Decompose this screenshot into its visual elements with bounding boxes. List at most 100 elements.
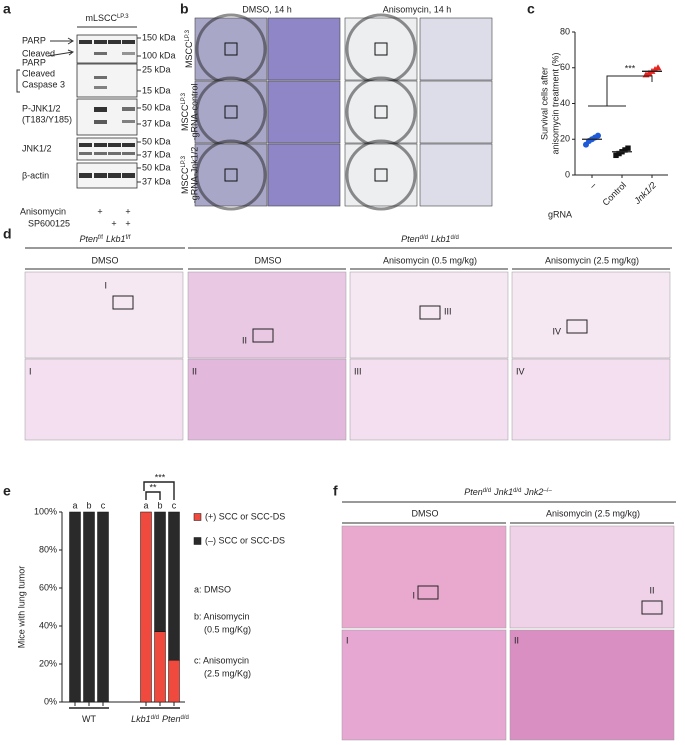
histology-overview bbox=[187, 271, 347, 359]
protein-label: PARP bbox=[22, 57, 46, 67]
data-point bbox=[654, 64, 662, 71]
legend-label: (–) SCC or SCC-DS bbox=[205, 535, 285, 545]
zoom-box bbox=[252, 328, 274, 343]
column-title: DMSO bbox=[255, 255, 282, 265]
significance: *** bbox=[155, 472, 166, 482]
bar-label: b bbox=[157, 500, 162, 510]
panel-label: a bbox=[3, 1, 11, 17]
bar-segment bbox=[97, 511, 109, 703]
bar-segment bbox=[69, 511, 81, 703]
histology-zoom bbox=[349, 358, 509, 441]
histology-overview bbox=[349, 271, 509, 359]
zoom-box bbox=[417, 585, 439, 600]
treatment-mark: + bbox=[125, 218, 130, 228]
marker-label: 150 kDa bbox=[142, 32, 176, 42]
label: Ptend/d Lkb1d/d bbox=[401, 234, 459, 244]
significance-bracket bbox=[143, 481, 175, 500]
column-title: DMSO bbox=[412, 508, 439, 518]
column-title: Anisomycin, 14 h bbox=[383, 4, 452, 14]
data-point bbox=[616, 150, 622, 157]
zoom-box bbox=[224, 168, 238, 182]
label-sup: d/d bbox=[181, 715, 189, 721]
protein-label: P-JNK1/2 bbox=[22, 103, 61, 113]
bar-segment bbox=[83, 511, 95, 703]
key-text: c: Anisomycin bbox=[194, 655, 249, 665]
marker-label: 37 kDa bbox=[142, 149, 171, 159]
label-base: Jnk2 bbox=[523, 487, 543, 497]
marker-label: 100 kDa bbox=[142, 50, 176, 60]
histology-overview bbox=[509, 525, 675, 629]
significance: ** bbox=[149, 482, 157, 492]
bar-segment bbox=[168, 511, 180, 661]
treatment-mark: + bbox=[97, 206, 102, 216]
label-sup: –/– bbox=[543, 488, 552, 494]
protein-label: Caspase 3 bbox=[22, 79, 65, 89]
zoom-box bbox=[566, 319, 588, 334]
label-sup: LP.3 bbox=[185, 29, 191, 41]
zoom-box bbox=[112, 295, 134, 310]
label-sup: LP.3 bbox=[181, 92, 187, 104]
micrograph bbox=[419, 143, 493, 207]
label-sup: d/d bbox=[151, 715, 159, 721]
key-text: b: Anisomycin bbox=[194, 611, 250, 621]
label-sup: d/d bbox=[451, 235, 459, 241]
marker-label: 50 kDa bbox=[142, 162, 171, 172]
label-sup: d/d bbox=[420, 235, 428, 241]
bar-segment bbox=[168, 659, 180, 703]
data-point bbox=[645, 69, 653, 76]
arrow bbox=[47, 37, 75, 57]
label-base: Lkb1 bbox=[431, 234, 451, 244]
region-label: II bbox=[649, 585, 654, 595]
protein-label: (T183/Y185) bbox=[22, 114, 72, 124]
region-label: I bbox=[412, 590, 415, 600]
treatment-name: Anisomycin bbox=[20, 206, 66, 216]
label: Ptenf/f Lkb1f/f bbox=[79, 234, 130, 244]
bar-label: c bbox=[172, 500, 177, 510]
treatment-mark: + bbox=[111, 218, 116, 228]
protein-label: Cleaved bbox=[22, 68, 55, 78]
label-sup: LP.3 bbox=[117, 14, 129, 20]
zoom-box bbox=[641, 600, 663, 615]
legend-swatch bbox=[193, 537, 202, 545]
marker-label: 50 kDa bbox=[142, 102, 171, 112]
micrograph bbox=[344, 80, 418, 144]
label: Lkb1d/d Ptend/d bbox=[131, 714, 189, 724]
histology-zoom bbox=[509, 629, 675, 741]
label: MSCCLP.3 bbox=[180, 92, 190, 131]
label-base: Pten bbox=[401, 234, 420, 244]
label-base: Lkb1 bbox=[131, 714, 151, 724]
label-base: MSCC bbox=[184, 41, 194, 68]
label: MSCCLP.3 bbox=[180, 155, 190, 194]
zoom-box bbox=[419, 305, 441, 320]
data-point bbox=[622, 147, 628, 153]
y-axis-label: Mice with lung tumor bbox=[16, 566, 26, 649]
panel-label: b bbox=[180, 1, 189, 17]
label-base: MSCC bbox=[180, 104, 190, 131]
row-label: MSCCLP.3 -gRNA-Jnk1/2 bbox=[180, 147, 199, 204]
x-tick-label: – bbox=[587, 180, 598, 191]
label-sup: f/f bbox=[98, 235, 103, 241]
marker-label: 25 kDa bbox=[142, 64, 171, 74]
key-text: (2.5 mg/Kg) bbox=[204, 668, 251, 678]
histology-zoom bbox=[187, 358, 347, 441]
row-label-line: -gRNA-control bbox=[189, 83, 199, 140]
histology-overview bbox=[341, 525, 507, 629]
marker-label: 50 kDa bbox=[142, 136, 171, 146]
micrograph bbox=[194, 17, 268, 81]
zoom-box bbox=[224, 105, 238, 119]
zoom-box bbox=[374, 105, 388, 119]
panel-label: e bbox=[3, 483, 11, 499]
bar-segment bbox=[140, 511, 152, 703]
y-tick-label: 0 bbox=[565, 169, 570, 179]
panel-label: c bbox=[527, 1, 535, 17]
y-tick-label: 0% bbox=[44, 696, 57, 706]
significance-bracket bbox=[588, 75, 653, 107]
y-tick-label: 80% bbox=[39, 544, 57, 554]
histology-overview bbox=[511, 271, 671, 359]
y-tick-label: 40 bbox=[560, 98, 570, 108]
column-title: Anisomycin (2.5 mg/kg) bbox=[546, 508, 640, 518]
label-base: Jnk1 bbox=[493, 487, 513, 497]
region-label: III bbox=[444, 306, 452, 316]
label: WT bbox=[82, 714, 96, 724]
